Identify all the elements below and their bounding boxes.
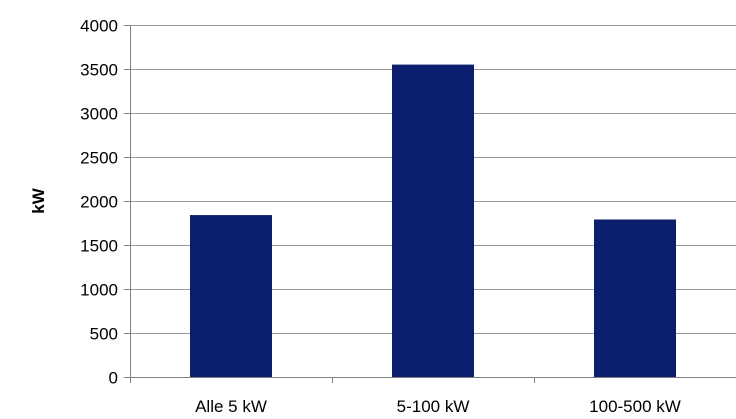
y-tick-label: 0 <box>109 369 118 388</box>
y-tick-label: 1500 <box>80 237 118 256</box>
y-tick-label: 2000 <box>80 193 118 212</box>
x-tick-labels: Alle 5 kW 5-100 kW 100-500 kW <box>195 397 681 416</box>
y-tick-label: 2500 <box>80 149 118 168</box>
y-tick-label: 1000 <box>80 281 118 300</box>
y-tick-label: 500 <box>90 325 118 344</box>
bars <box>190 64 676 377</box>
y-tick-labels: 0 500 1000 1500 2000 2500 3000 3500 4000 <box>80 17 118 388</box>
bar <box>594 219 676 377</box>
x-tick-label: 5-100 kW <box>397 397 470 416</box>
y-tick-label: 3000 <box>80 105 118 124</box>
y-tick-label: 4000 <box>80 17 118 36</box>
x-tick-label: Alle 5 kW <box>195 397 267 416</box>
y-tick-label: 3500 <box>80 61 118 80</box>
bar <box>392 64 474 377</box>
bar <box>190 215 272 377</box>
axes <box>124 25 736 383</box>
x-tick-label: 100-500 kW <box>589 397 681 416</box>
y-axis-label: kW <box>29 187 48 213</box>
